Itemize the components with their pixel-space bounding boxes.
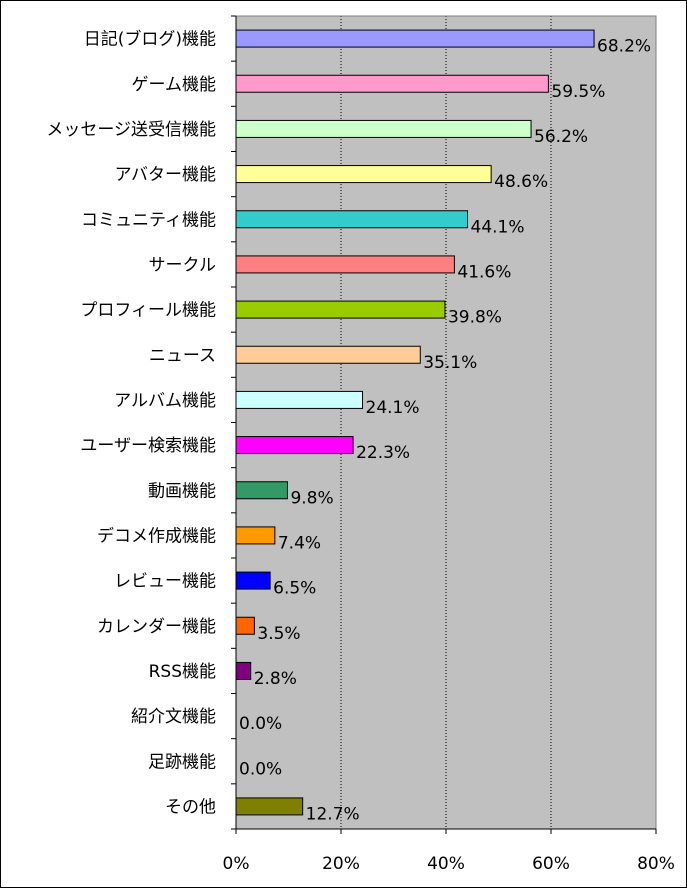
value-label-17: 12.7% <box>306 804 360 824</box>
bar-8 <box>235 390 364 409</box>
value-label-4: 44.1% <box>471 217 525 237</box>
value-label-12: 6.5% <box>273 579 316 599</box>
value-label-9: 22.3% <box>356 443 410 463</box>
axes <box>231 15 657 834</box>
category-label-15: 紹介文機能 <box>131 707 216 727</box>
value-label-10: 9.8% <box>290 488 333 508</box>
category-label-8: アルバム機能 <box>114 391 216 411</box>
category-label-1: ゲーム機能 <box>132 75 217 95</box>
value-label-2: 56.2% <box>534 127 588 147</box>
category-label-11: デコメ作成機能 <box>97 525 216 546</box>
category-label-2: メッセージ送受信機能 <box>46 120 216 140</box>
value-label-1: 59.5% <box>551 82 605 102</box>
category-labels: 日記(ブログ)機能ゲーム機能メッセージ送受信機能アバター機能コミュニティ機能サー… <box>46 29 216 818</box>
value-label-3: 48.6% <box>494 172 548 192</box>
value-labels: 68.2% 59.5% 56.2% 48.6% 44.1% 41.6% 39.8% 35.1%… <box>239 37 651 825</box>
category-label-10: 動画機能 <box>148 481 216 501</box>
value-label-14: 2.8% <box>254 669 297 689</box>
bar-3 <box>235 165 492 184</box>
bars <box>235 29 595 816</box>
value-label-0: 68.2% <box>597 37 651 57</box>
x-tick-label-0: 0% <box>223 854 250 874</box>
bar-0 <box>235 29 595 48</box>
category-label-17: その他 <box>165 797 216 817</box>
bar-10 <box>235 481 288 500</box>
bar-2 <box>235 119 532 138</box>
category-label-5: サークル <box>149 255 217 275</box>
value-label-8: 24.1% <box>366 398 420 418</box>
bar-6 <box>235 300 446 319</box>
category-label-13: カレンダー機能 <box>97 617 216 637</box>
bar-1 <box>235 74 549 93</box>
category-label-12: レビュー機能 <box>114 572 216 592</box>
x-tick-label-1: 20% <box>322 854 360 874</box>
value-label-16: 0.0% <box>239 759 282 779</box>
value-label-11: 7.4% <box>278 533 321 553</box>
bar-4 <box>235 210 469 229</box>
bar-12 <box>235 571 271 590</box>
category-label-9: ユーザー検索機能 <box>80 436 216 456</box>
bar-14 <box>235 661 252 680</box>
x-tick-labels: 0% 20% 40% 60% 80% <box>223 854 675 874</box>
category-label-3: アバター機能 <box>115 165 216 185</box>
category-label-0: 日記(ブログ)機能 <box>84 29 216 50</box>
category-label-6: プロフィール機能 <box>80 301 216 321</box>
bar-13 <box>235 616 255 635</box>
bar-11 <box>235 526 276 545</box>
category-label-16: 足跡機能 <box>148 752 216 772</box>
value-label-5: 41.6% <box>457 262 511 282</box>
category-label-7: ニュース <box>149 346 216 366</box>
category-label-14: RSS機能 <box>149 662 216 682</box>
bar-5 <box>235 255 455 274</box>
bar-7 <box>235 345 421 364</box>
bar-9 <box>235 436 354 455</box>
value-label-6: 39.8% <box>448 308 502 328</box>
value-label-13: 3.5% <box>257 624 300 644</box>
x-tick-label-3: 60% <box>532 854 570 874</box>
category-label-4: コミュニティ機能 <box>81 210 216 230</box>
bar-17 <box>235 797 304 816</box>
value-label-7: 35.1% <box>423 353 477 373</box>
gridlines <box>340 16 552 829</box>
value-label-15: 0.0% <box>239 714 282 734</box>
plot-area <box>236 16 656 829</box>
x-tick-label-4: 80% <box>637 854 675 874</box>
x-tick-label-2: 40% <box>427 854 465 874</box>
